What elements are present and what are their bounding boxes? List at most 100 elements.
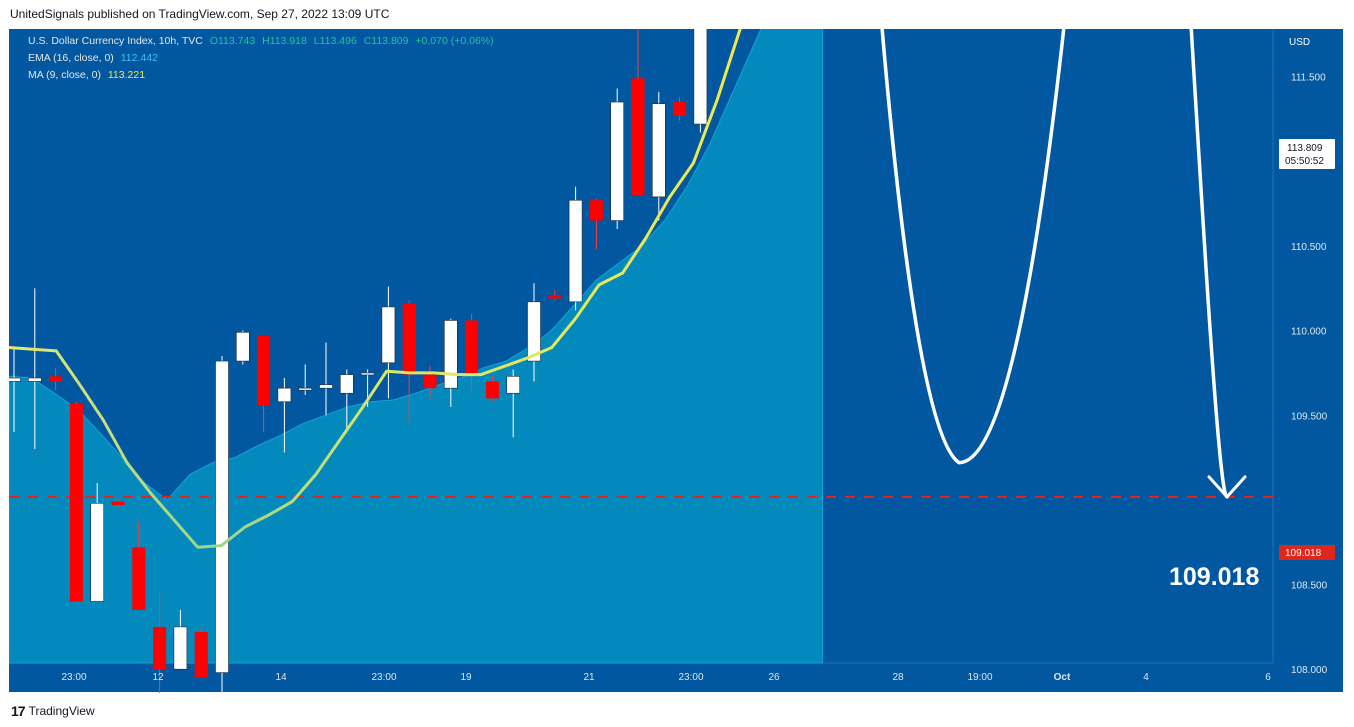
y-tick-label: 110.000 [1291,327,1327,338]
candle [527,283,541,382]
candle-body [651,103,666,198]
countdown-label: 05:50:52 [1285,156,1324,167]
candle [465,313,479,394]
candle-body [360,372,375,376]
candle [236,330,250,365]
publisher-header: UnitedSignals published on TradingView.c… [10,7,390,21]
axis-background [1273,29,1343,692]
x-tick-label: 28 [892,672,904,683]
candle [339,369,354,433]
legend-ma-label: MA (9, close, 0) [28,69,101,81]
candles-layer [9,29,708,693]
candle [319,342,333,416]
ma-line [9,29,742,549]
chart-svg[interactable]: 108.000108.500109.500110.000110.500111.0… [9,29,1343,693]
candle-body [257,335,271,406]
candle-body [485,381,499,399]
candle [90,482,104,602]
candle [589,198,603,250]
candle-body [693,29,708,125]
footer: 17 TradingView [11,702,95,720]
currency-label: USD [1289,37,1310,48]
target-label-box: 109.018 [1279,545,1335,560]
x-tick-label: 12 [152,672,164,683]
candle [610,88,625,230]
x-tick-label: 23:00 [61,672,86,683]
candle [298,364,313,395]
x-tick-label: Oct [1054,672,1071,683]
x-tick-label: 26 [768,672,780,683]
candle [631,29,645,196]
projection-curve [880,29,1229,499]
x-tick-label: 6 [1265,672,1271,683]
legend-symbol-row: U.S. Dollar Currency Index, 10h, TVC O11… [28,35,498,47]
candle-body [423,374,437,389]
x-tick-label: 21 [583,672,595,683]
x-tick-label: 23:00 [678,672,703,683]
candle [49,367,63,390]
target-axis-label: 109.018 [1285,548,1322,559]
candle-body [27,377,42,382]
price-label-box: 113.809 05:50:52 [1279,139,1335,169]
legend-symbol: U.S. Dollar Currency Index, 10h, TVC [28,35,203,47]
candle-body [9,377,21,382]
candle [215,355,229,693]
candle-body [402,303,416,375]
candle [194,626,208,678]
x-tick-label: 19 [460,672,472,683]
candle-body [610,101,625,221]
candle-body [443,320,458,389]
candle-body [236,331,250,362]
legend-low: L113.496 [313,35,357,47]
candle [485,376,499,402]
candle-body [673,102,687,116]
candle-body [339,374,354,394]
candle-body [548,295,562,299]
candle-body [277,387,292,403]
y-tick-label: 110.500 [1291,242,1327,253]
candle-body [298,387,313,391]
candle-body [381,306,396,364]
candle [27,288,42,450]
y-tick-label: 108.000 [1291,665,1328,676]
legend-open: O113.743 [209,35,256,47]
legend-ma-row: MA (9, close, 0) 113.221 [28,69,149,81]
legend-ema-label: EMA (16, close, 0) [28,52,114,64]
ma-line-layer [9,29,742,549]
projection-layer [880,29,1247,499]
time-axis[interactable]: 23:00 12 14 23:00 19 21 23:00 26 28 19:00 Oct 4 6 [61,672,1271,683]
candle-body [90,502,104,602]
candle-body [69,403,83,602]
projection-arrowhead [1207,475,1247,499]
candle [506,369,521,438]
target-big-label: 109.018 [1169,563,1259,591]
candle [693,29,708,133]
x-tick-label: 4 [1143,672,1149,683]
candle-body [319,384,333,389]
candle-body [589,200,603,221]
candle-body [506,376,521,394]
candle [153,593,167,693]
legend-ma-value: 113.221 [107,69,146,81]
candle-body [49,376,63,382]
candle-body [215,360,229,673]
chart-frame[interactable]: 108.000108.500109.500110.000110.500111.0… [9,29,1343,693]
candle-body [111,501,125,505]
candle-body [132,547,146,610]
tradingview-logo-icon: 17 [11,703,26,719]
candle-body [465,320,479,375]
candle-body [527,301,541,362]
legend-high: H113.918 [262,35,307,47]
candle [402,300,416,424]
candle-body [153,626,167,670]
candle [111,498,125,509]
y-tick-label: 111.500 [1291,73,1326,84]
y-tick-label: 109.500 [1291,411,1328,422]
candle [9,347,21,433]
candle-body [173,626,188,670]
legend-ema-value: 112.442 [120,52,158,64]
legend-close: C113.809 [363,35,409,47]
x-tick-label: 14 [275,672,287,683]
candle [568,186,583,311]
candle [673,96,687,121]
